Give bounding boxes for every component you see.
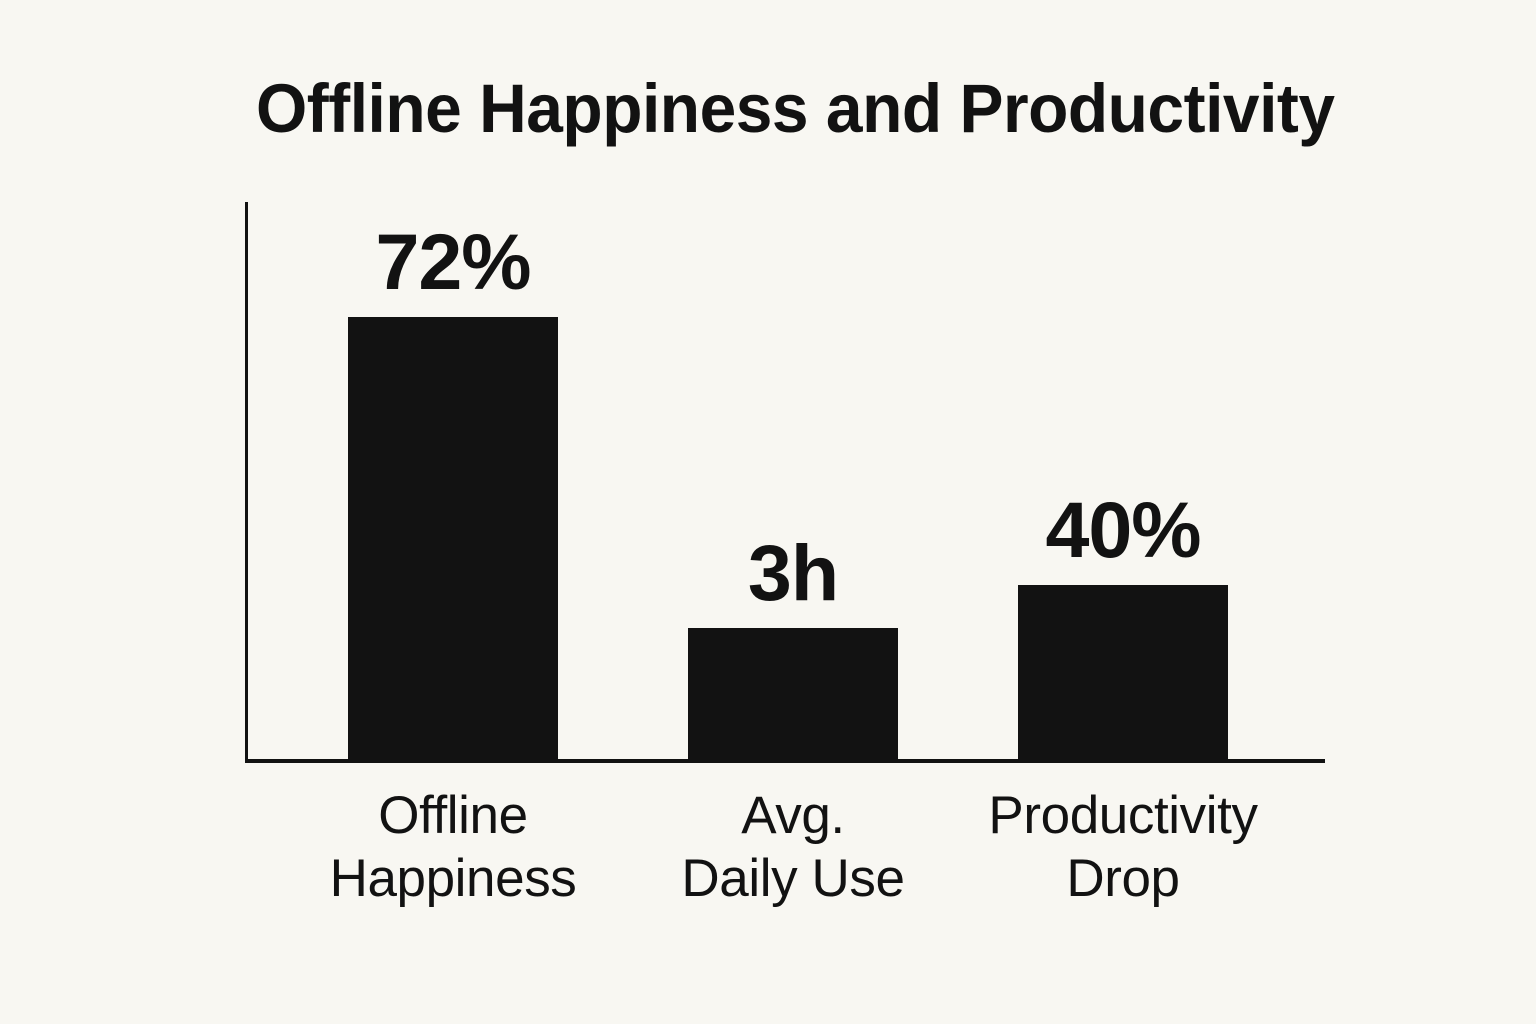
bar-offline-happiness bbox=[348, 317, 558, 760]
bar-productivity-drop bbox=[1018, 585, 1228, 760]
x-axis-label-line-1: Productivity bbox=[988, 786, 1258, 845]
x-axis-label-line-1: Avg. bbox=[741, 786, 845, 845]
x-axis-label-line-2: Daily Use bbox=[681, 849, 905, 909]
bar-value-label-avg-daily-use: 3h bbox=[747, 528, 839, 617]
x-axis-line bbox=[245, 759, 1325, 763]
bar-value-label-offline-happiness: 72% bbox=[375, 217, 531, 306]
x-axis-label-line-2: Happiness bbox=[329, 849, 577, 909]
bar-value-label-productivity-drop: 40% bbox=[1045, 485, 1201, 574]
x-axis-label-line-1: Offline bbox=[378, 786, 528, 845]
y-axis-line bbox=[245, 202, 248, 762]
bar-avg-daily-use bbox=[688, 628, 898, 760]
x-axis-label-offline-happiness: Offline Happiness bbox=[288, 784, 618, 910]
chart-title: Offline Happiness and Productivity bbox=[256, 70, 1335, 147]
x-axis-label-productivity-drop: Productivity Drop bbox=[958, 784, 1288, 910]
x-axis-label-line-2: Drop bbox=[1066, 849, 1180, 909]
x-axis-label-avg-daily-use: Avg. Daily Use bbox=[628, 784, 958, 910]
